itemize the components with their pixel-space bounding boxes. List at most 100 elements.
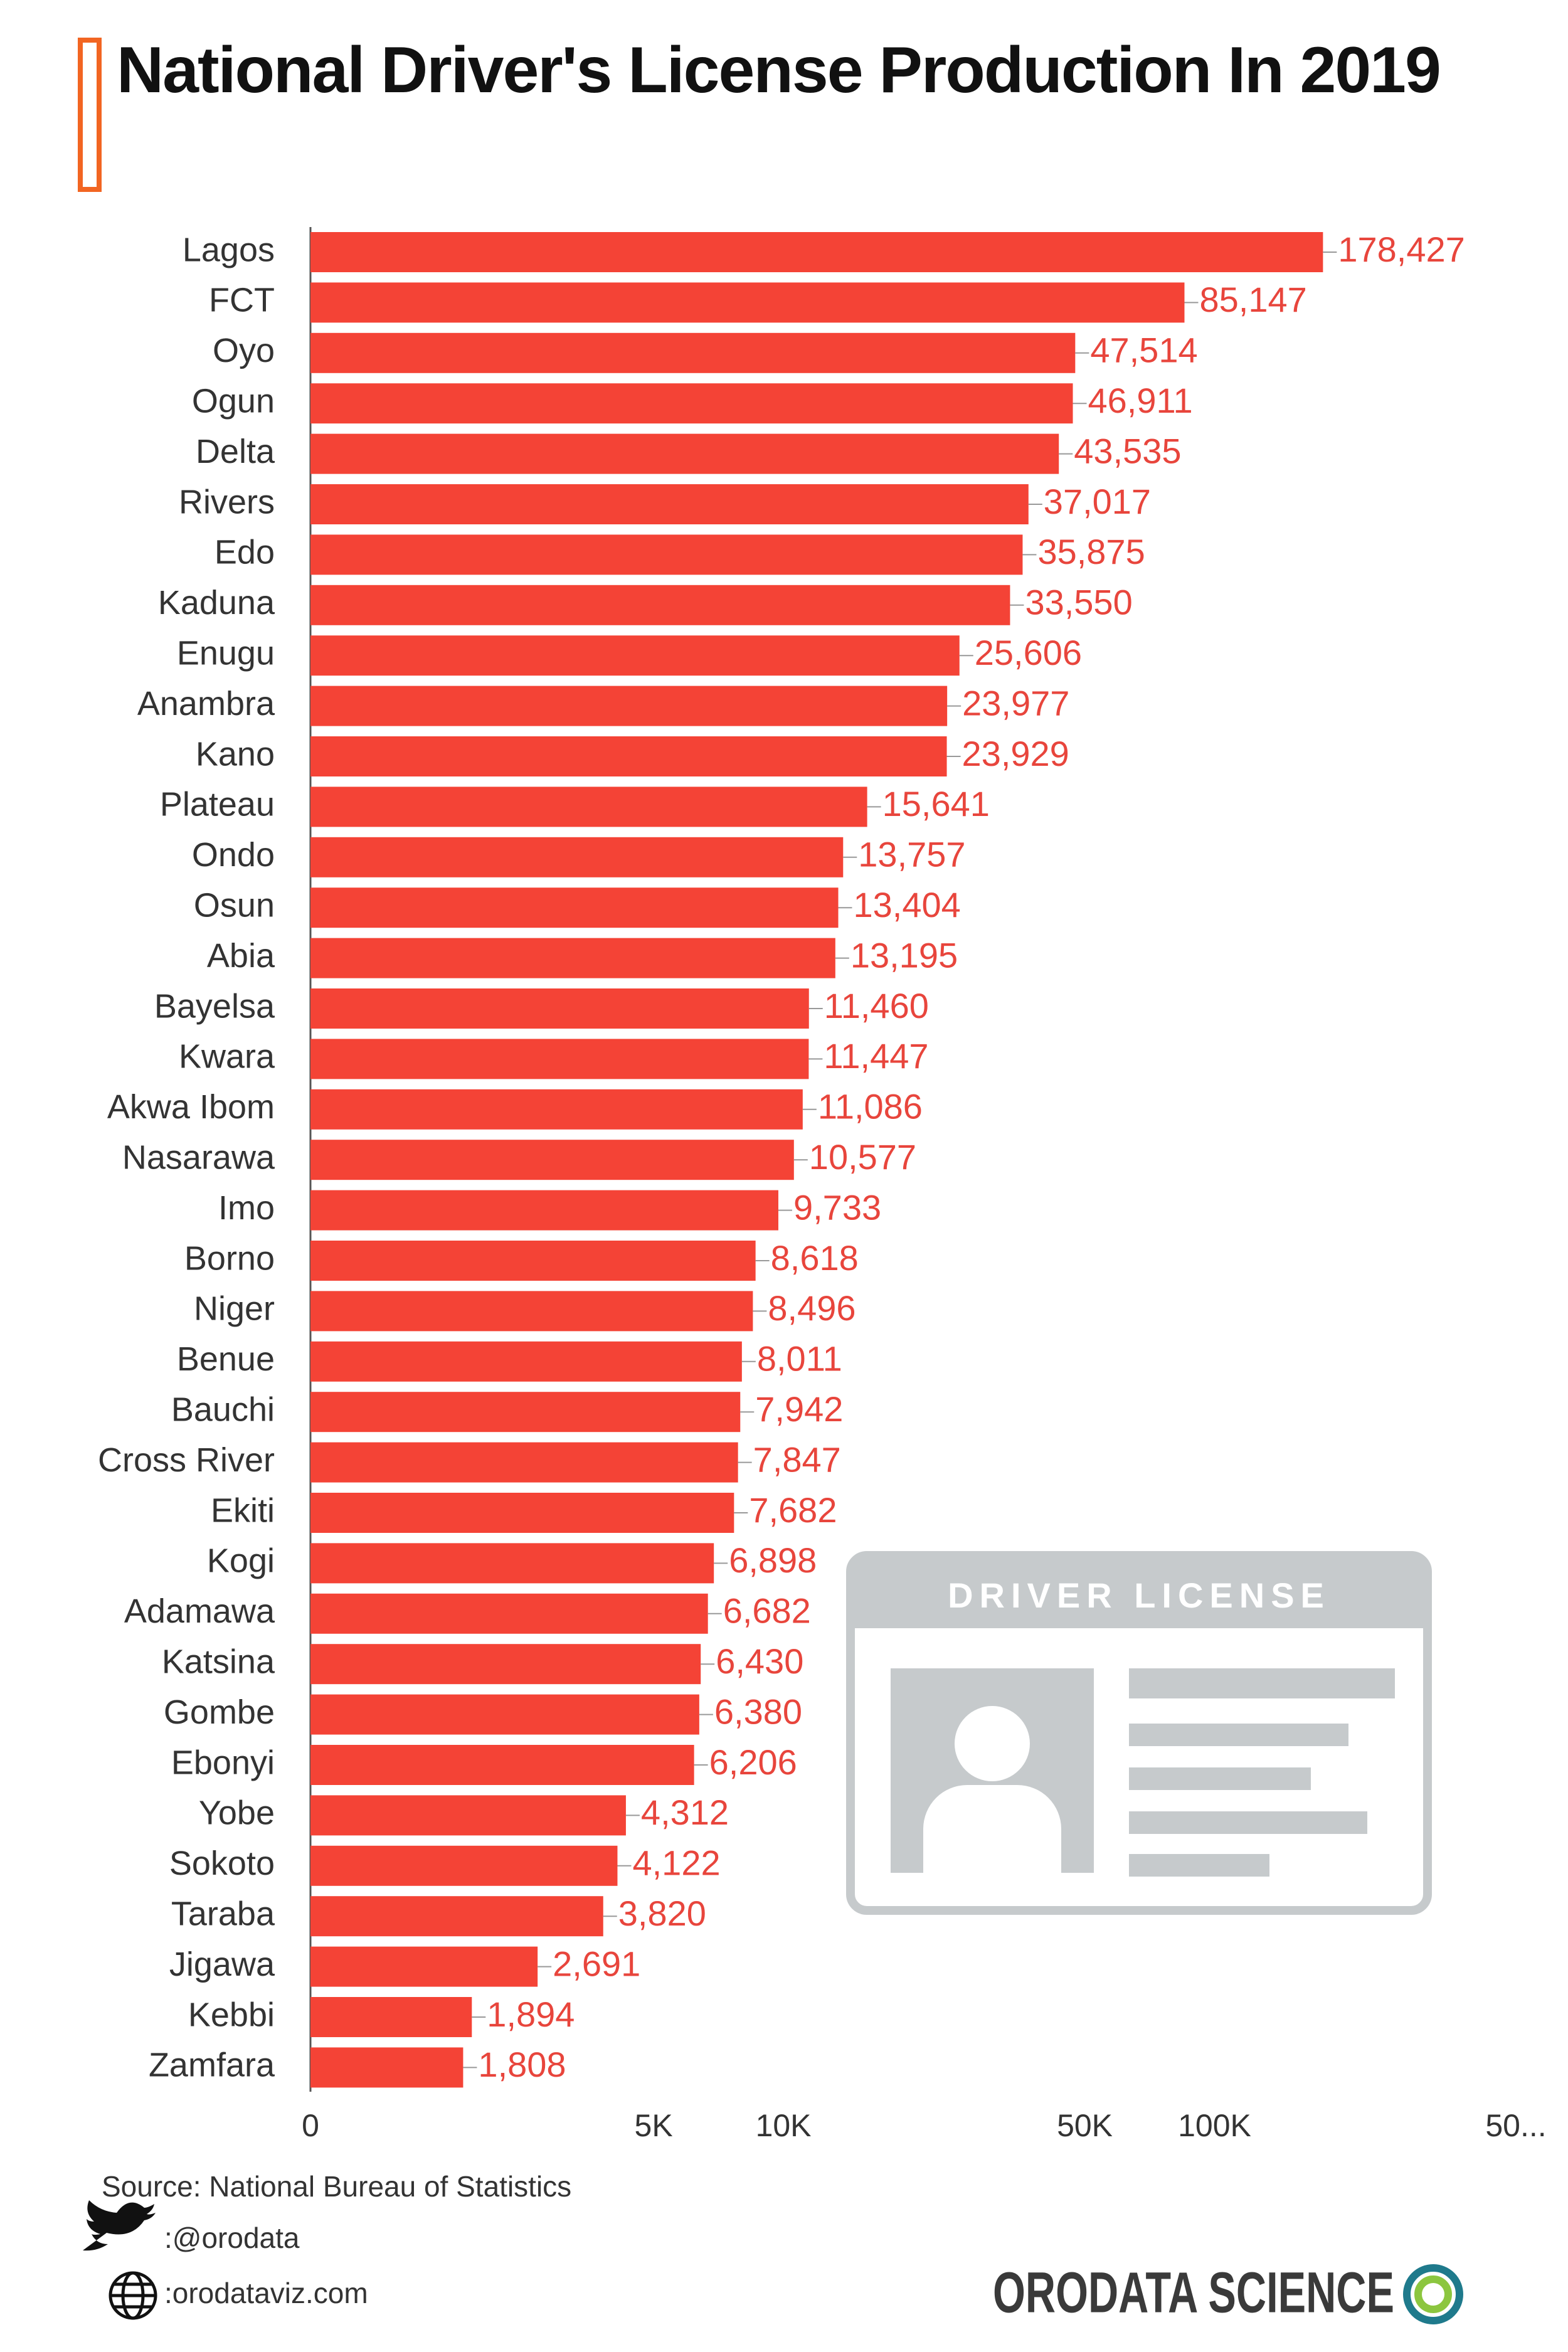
y-tick-label: Ekiti <box>211 1491 275 1529</box>
bar <box>310 1644 701 1685</box>
y-tick-label: Katsina <box>162 1643 275 1680</box>
bar <box>310 686 948 726</box>
value-label: 8,496 <box>768 1288 856 1328</box>
value-label: 3,820 <box>618 1894 706 1933</box>
value-label: 47,514 <box>1090 331 1197 370</box>
bar <box>310 1341 742 1382</box>
x-tick-label: 0 <box>302 2108 319 2143</box>
value-label: 6,380 <box>714 1692 802 1731</box>
value-label: 13,195 <box>850 935 958 975</box>
globe-icon <box>109 2271 157 2320</box>
value-label: 1,894 <box>487 1994 575 2034</box>
value-label: 43,535 <box>1074 431 1181 470</box>
y-tick-label: Yobe <box>199 1794 275 1832</box>
y-tick-label: Ogun <box>192 382 275 420</box>
value-label: 6,206 <box>709 1742 797 1782</box>
bar <box>310 433 1059 474</box>
value-label: 7,942 <box>755 1389 843 1429</box>
bar <box>310 1291 753 1332</box>
y-tick-label: Bauchi <box>171 1391 275 1428</box>
bar <box>310 1694 699 1735</box>
value-label: 8,618 <box>771 1238 859 1278</box>
y-tick-label: Adamawa <box>124 1592 275 1630</box>
bar <box>310 383 1073 424</box>
y-tick-label: Benue <box>177 1340 275 1378</box>
x-tick-label: 50K <box>1057 2108 1113 2143</box>
value-label: 23,977 <box>962 683 1069 723</box>
value-label: 46,911 <box>1088 381 1193 420</box>
bar <box>310 1493 734 1533</box>
bar <box>310 1039 809 1079</box>
y-tick-label: Delta <box>196 433 275 470</box>
bar <box>310 1997 472 2037</box>
y-tick-label: Borno <box>184 1239 275 1277</box>
bar <box>310 837 844 877</box>
bar <box>310 736 947 776</box>
value-label: 4,122 <box>632 1843 720 1883</box>
y-tick-label: Niger <box>194 1290 275 1328</box>
bar <box>310 1946 538 1987</box>
y-tick-label: Oyo <box>213 332 275 369</box>
bar <box>310 1190 778 1231</box>
value-label: 11,086 <box>818 1087 923 1126</box>
y-tick-label: Taraba <box>171 1895 275 1932</box>
license-card: DRIVER LICENSE <box>846 1551 1432 1915</box>
logo-text: ORODATA SCIENCE <box>993 2260 1394 2324</box>
bar <box>310 2047 464 2088</box>
y-tick-label: Enugu <box>177 634 275 672</box>
value-label: 6,898 <box>729 1540 817 1580</box>
bar <box>310 232 1323 272</box>
bar <box>310 1896 603 1937</box>
y-tick-label: Imo <box>218 1189 275 1227</box>
value-label: 6,682 <box>723 1591 811 1631</box>
y-tick-label: Kaduna <box>158 584 275 622</box>
value-label: 178,427 <box>1338 230 1465 269</box>
bar <box>310 1241 756 1281</box>
y-tick-label: Ebonyi <box>171 1744 275 1781</box>
value-label: 7,847 <box>753 1439 841 1479</box>
y-tick-label: Kebbi <box>188 1996 275 2033</box>
x-tick-label: 100K <box>1178 2108 1251 2143</box>
y-tick-label: Abia <box>207 937 275 975</box>
website: :orodataviz.com <box>164 2277 368 2309</box>
bar <box>310 988 809 1029</box>
bar <box>310 534 1023 575</box>
bar <box>310 585 1010 625</box>
bar <box>310 1442 738 1483</box>
y-tick-label: FCT <box>209 282 275 319</box>
value-label: 1,808 <box>478 2045 566 2084</box>
value-label: 6,430 <box>716 1641 803 1681</box>
card-label: DRIVER LICENSE <box>948 1576 1330 1615</box>
chart-title: National Driver's License Production In … <box>117 34 1441 107</box>
value-label: 13,404 <box>854 885 961 924</box>
value-label: 13,757 <box>858 835 965 874</box>
value-label: 9,733 <box>793 1187 881 1227</box>
y-tick-label: Ondo <box>192 836 275 874</box>
bar <box>310 1140 794 1180</box>
bar <box>310 1543 714 1584</box>
value-label: 11,460 <box>824 986 929 1025</box>
y-tick-label: Bayelsa <box>154 987 275 1025</box>
x-tick-label: 5K <box>635 2108 673 2143</box>
bar <box>310 1392 741 1433</box>
y-tick-label: Kano <box>196 735 275 773</box>
y-tick-label: Rivers <box>179 483 275 521</box>
twitter-handle: :@orodata <box>164 2222 300 2254</box>
bar <box>310 332 1076 373</box>
y-tick-label: Edo <box>215 534 275 571</box>
source: Source: National Bureau of Statistics <box>102 2170 571 2203</box>
x-tick-label: 50... <box>1485 2108 1546 2143</box>
y-tick-label: Zamfara <box>149 2047 275 2084</box>
y-tick-label: Nasarawa <box>122 1138 275 1176</box>
y-tick-label: Lagos <box>183 231 275 268</box>
value-label: 25,606 <box>975 633 1082 672</box>
y-tick-label: Kogi <box>207 1542 275 1580</box>
value-label: 11,447 <box>824 1036 928 1076</box>
y-tick-label: Gombe <box>164 1693 275 1731</box>
y-tick-label: Akwa Ibom <box>107 1088 275 1126</box>
value-label: 35,875 <box>1037 532 1145 571</box>
y-tick-label: Sokoto <box>169 1845 275 1882</box>
y-tick-label: Anambra <box>137 685 275 723</box>
